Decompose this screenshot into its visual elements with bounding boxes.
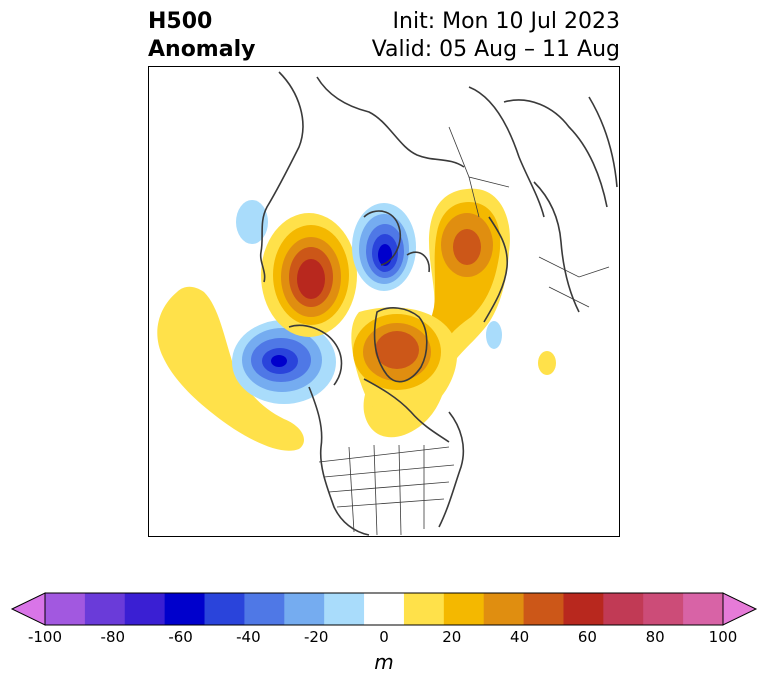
- negative-anomaly-small-nw: [236, 200, 268, 244]
- colorbar-segment: [403, 593, 445, 625]
- colorbar-segment: [204, 593, 245, 625]
- colorbar-segment: [683, 593, 724, 625]
- colorbar: [10, 590, 758, 632]
- colorbar-tick-label: 0: [379, 628, 389, 646]
- colorbar-segment: [324, 593, 365, 625]
- negative-anomaly-europe: [486, 321, 502, 349]
- title-right: Init: Mon 10 Jul 2023 Valid: 05 Aug – 11…: [372, 8, 620, 64]
- colorbar-ticks: -100 -80 -60 -40 -20 0 20 40 60 80 100: [0, 628, 768, 648]
- colorbar-segment: [563, 593, 604, 625]
- negative-anomaly-arctic: [352, 203, 416, 291]
- colorbar-tick-label: 100: [708, 628, 738, 646]
- colorbar-svg: [10, 592, 758, 626]
- anomaly-field: [157, 188, 556, 451]
- negative-anomaly-alaska: [232, 320, 336, 404]
- colorbar-segment: [244, 593, 285, 625]
- title-left: H500 Anomaly: [148, 8, 255, 64]
- colorbar-arrow-left: [10, 592, 46, 626]
- init-date: Init: Mon 10 Jul 2023: [392, 9, 620, 34]
- colorbar-segment: [284, 593, 325, 625]
- colorbar-segment: [84, 593, 126, 625]
- positive-anomaly-pacific: [157, 286, 304, 451]
- colorbar-segment: [364, 593, 405, 625]
- colorbar-tick-label: 60: [577, 628, 597, 646]
- colorbar-tick-label: 80: [645, 628, 665, 646]
- title-field: H500: [148, 9, 213, 34]
- valid-range: Valid: 05 Aug – 11 Aug: [371, 37, 620, 62]
- colorbar-segment: [643, 593, 684, 625]
- colorbar-segment: [483, 593, 525, 625]
- colorbar-tick-label: -100: [27, 628, 63, 646]
- colorbar-tick-label: 40: [510, 628, 530, 646]
- colorbar-tick-label: -20: [303, 628, 329, 646]
- colorbar-segment: [164, 593, 206, 625]
- positive-anomaly-atlantic: [538, 351, 556, 375]
- colorbar-segment: [443, 593, 485, 625]
- map-svg: [157, 71, 618, 536]
- colorbar-segment: [124, 593, 166, 625]
- title-subtitle: Anomaly: [148, 37, 256, 62]
- colorbar-tick-label: -80: [100, 628, 126, 646]
- colorbar-segment: [603, 593, 644, 625]
- positive-anomaly-siberia: [261, 213, 357, 337]
- colorbar-outline: [44, 592, 724, 626]
- colorbar-arrow-right: [722, 592, 758, 626]
- colorbar-segment: [45, 593, 86, 625]
- colorbar-tick-label: -60: [168, 628, 193, 646]
- colorbar-tick-label: 20: [442, 628, 462, 646]
- colorbar-segment: [523, 593, 564, 625]
- political-boundaries: [318, 126, 610, 536]
- colorbar-unit: m: [374, 650, 394, 674]
- colorbar-tick-label: -40: [236, 628, 261, 646]
- coastlines: [259, 71, 618, 536]
- map-panel: [148, 66, 620, 537]
